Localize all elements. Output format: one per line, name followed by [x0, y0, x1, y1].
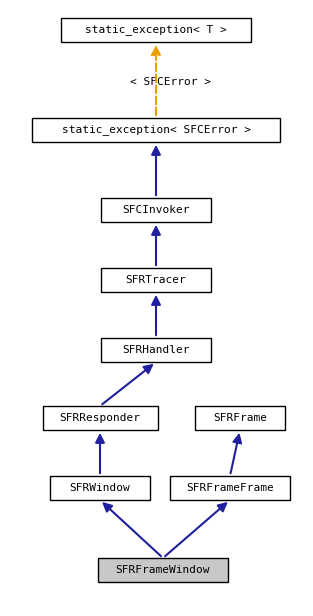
FancyBboxPatch shape [170, 476, 290, 500]
FancyBboxPatch shape [101, 338, 211, 362]
FancyBboxPatch shape [43, 406, 157, 430]
FancyBboxPatch shape [101, 198, 211, 222]
FancyBboxPatch shape [195, 406, 285, 430]
Text: static_exception< T >: static_exception< T > [85, 25, 227, 36]
Text: SFRFrameWindow: SFRFrameWindow [116, 565, 210, 575]
Text: SFRHandler: SFRHandler [122, 345, 190, 355]
Text: SFRFrame: SFRFrame [213, 413, 267, 423]
Text: static_exception< SFCError >: static_exception< SFCError > [61, 124, 250, 136]
Text: SFRResponder: SFRResponder [59, 413, 141, 423]
Text: SFRTracer: SFRTracer [126, 275, 186, 285]
Text: SFRFrameFrame: SFRFrameFrame [186, 483, 274, 493]
Text: < SFCError >: < SFCError > [130, 77, 211, 87]
FancyBboxPatch shape [50, 476, 150, 500]
FancyBboxPatch shape [98, 558, 228, 582]
FancyBboxPatch shape [32, 118, 280, 142]
Text: SFCInvoker: SFCInvoker [122, 205, 190, 215]
Text: SFRWindow: SFRWindow [69, 483, 131, 493]
FancyBboxPatch shape [101, 268, 211, 292]
FancyBboxPatch shape [61, 18, 251, 42]
